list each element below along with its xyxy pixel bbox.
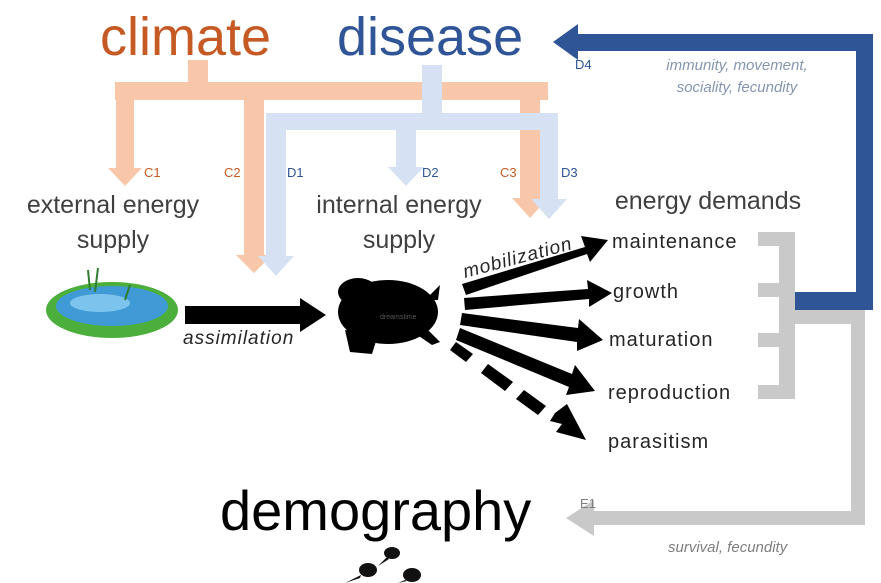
e1-note: survival, fecundity [668,539,789,556]
node-label: energy demands [615,187,801,215]
label-d1: D1 [287,165,304,180]
demand-label: reproduction [608,382,731,404]
label-d3: D3 [561,165,578,180]
d4-note: immunity, movement, [666,57,807,74]
label-c2: C2 [224,165,241,180]
demand-label: parasitism [608,431,709,453]
watermark: dreamstime [380,314,417,321]
node-label: supply [363,226,436,254]
label-d4: D4 [575,57,592,72]
process-label: assimilation [183,328,294,349]
node-label: internal energy [316,191,482,219]
driver-climate: climate [100,7,271,67]
node-label: supply [77,226,150,254]
label-c1: C1 [144,165,161,180]
diagram: dreamstime climate disease C1 C2 D1 D2 C… [0,0,881,583]
demand-label: maturation [609,329,714,351]
d4-note: sociality, fecundity [677,79,799,96]
label-e1: E1 [580,496,596,511]
climate-bracket [108,60,548,273]
demand-label: maintenance [612,231,738,253]
label-c3: C3 [500,165,517,180]
label-d2: D2 [422,165,439,180]
pond-icon [46,268,178,338]
outcome: demography [220,479,531,542]
demand-label: growth [613,281,679,303]
driver-disease: disease [337,7,523,67]
tadpole-icon [345,547,421,583]
node-label: external energy [27,191,200,219]
